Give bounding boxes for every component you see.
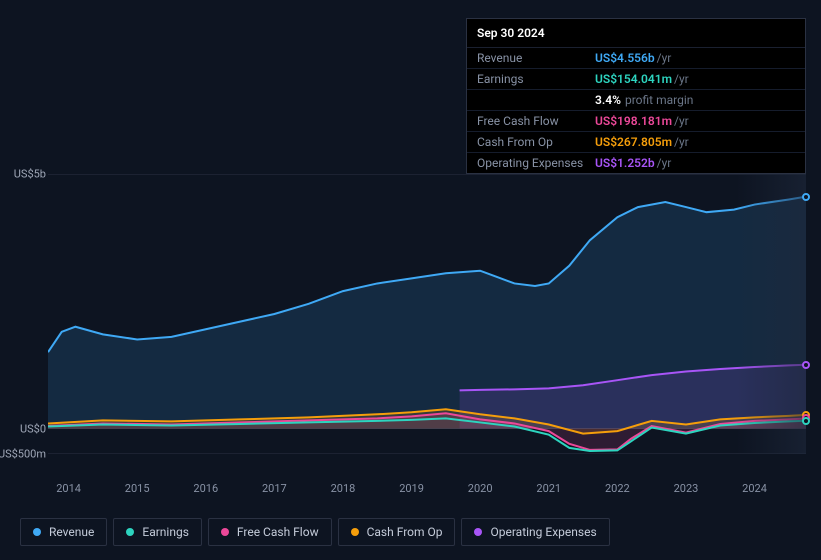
- legend-item[interactable]: Cash From Op: [338, 518, 456, 546]
- financials-chart: US$5bUS$0-US$500m: [18, 160, 806, 480]
- tooltip-row-value: US$267.805m: [595, 134, 672, 150]
- tooltip-row-unit: /yr: [674, 71, 689, 87]
- tooltip-row-label: Earnings: [477, 71, 595, 87]
- x-axis-label: 2021: [536, 482, 561, 495]
- legend-label: Cash From Op: [367, 525, 443, 539]
- y-axis-label: -US$500m: [0, 448, 46, 461]
- y-axis-label: US$5b: [14, 168, 46, 181]
- tooltip-row: Free Cash FlowUS$198.181m /yr: [467, 111, 805, 132]
- plot-area[interactable]: [48, 174, 806, 454]
- tooltip-row-unit: /yr: [674, 113, 689, 129]
- legend-swatch-icon: [351, 528, 359, 536]
- tooltip-row-value: 3.4%: [595, 92, 621, 108]
- x-axis-label: 2024: [742, 482, 767, 495]
- legend-swatch-icon: [221, 528, 229, 536]
- legend-label: Earnings: [142, 525, 189, 539]
- x-axis-label: 2023: [674, 482, 699, 495]
- legend-label: Free Cash Flow: [237, 525, 319, 539]
- legend-item[interactable]: Revenue: [20, 518, 107, 546]
- legend-item[interactable]: Operating Expenses: [461, 518, 609, 546]
- x-axis-label: 2022: [605, 482, 630, 495]
- x-axis-label: 2015: [125, 482, 150, 495]
- series-end-marker: [802, 193, 810, 201]
- tooltip-row-unit: /yr: [657, 155, 672, 171]
- tooltip-row-value: US$1.252b: [595, 155, 655, 171]
- legend-swatch-icon: [33, 528, 41, 536]
- tooltip-row: 3.4%profit margin: [467, 90, 805, 111]
- y-axis-label: US$0: [20, 422, 46, 435]
- tooltip-row: RevenueUS$4.556b /yr: [467, 48, 805, 69]
- tooltip-row: Operating ExpensesUS$1.252b /yr: [467, 153, 805, 173]
- x-axis-label: 2017: [262, 482, 287, 495]
- tooltip-row-value: US$4.556b: [595, 50, 655, 66]
- series-end-marker: [802, 361, 810, 369]
- x-axis-label: 2020: [468, 482, 493, 495]
- series-end-marker: [802, 417, 810, 425]
- tooltip-row-label: Free Cash Flow: [477, 113, 595, 129]
- x-axis-label: 2019: [399, 482, 424, 495]
- tooltip-row: Cash From OpUS$267.805m /yr: [467, 132, 805, 153]
- tooltip-row: EarningsUS$154.041m /yr: [467, 69, 805, 90]
- tooltip-date: Sep 30 2024: [467, 19, 805, 48]
- x-axis-label: 2016: [193, 482, 218, 495]
- tooltip-row-unit: /yr: [657, 50, 672, 66]
- legend-swatch-icon: [126, 528, 134, 536]
- tooltip-row-label: Revenue: [477, 50, 595, 66]
- legend-swatch-icon: [474, 528, 482, 536]
- legend-item[interactable]: Free Cash Flow: [208, 518, 332, 546]
- tooltip-row-value: US$154.041m: [595, 71, 672, 87]
- legend-label: Revenue: [49, 525, 94, 539]
- data-tooltip: Sep 30 2024 RevenueUS$4.556b /yrEarnings…: [466, 18, 806, 174]
- legend-item[interactable]: Earnings: [113, 518, 202, 546]
- tooltip-row-unit: /yr: [674, 134, 689, 150]
- x-axis-label: 2018: [331, 482, 356, 495]
- tooltip-row-value: US$198.181m: [595, 113, 672, 129]
- tooltip-row-label: Cash From Op: [477, 134, 595, 150]
- tooltip-row-margin: profit margin: [625, 92, 693, 108]
- legend-label: Operating Expenses: [490, 525, 596, 539]
- x-axis-label: 2014: [56, 482, 81, 495]
- legend: Revenue Earnings Free Cash Flow Cash From O…: [20, 518, 610, 546]
- tooltip-row-label: Operating Expenses: [477, 155, 595, 171]
